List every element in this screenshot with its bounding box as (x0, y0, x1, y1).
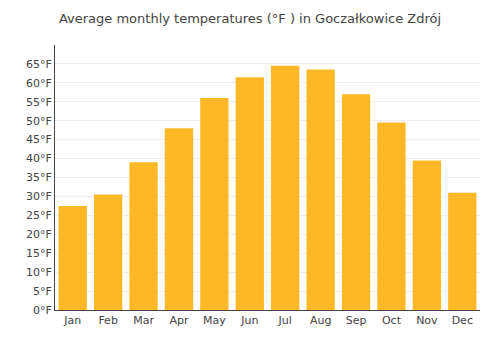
svg-text:Dec: Dec (452, 314, 473, 327)
svg-text:20°F: 20°F (26, 228, 52, 241)
svg-text:Oct: Oct (382, 314, 402, 327)
svg-text:Aug: Aug (310, 314, 331, 327)
svg-text:Jan: Jan (63, 314, 81, 327)
svg-text:40°F: 40°F (26, 152, 52, 165)
svg-text:25°F: 25°F (26, 209, 52, 222)
svg-text:0°F: 0°F (33, 304, 52, 317)
svg-text:Sep: Sep (346, 314, 367, 327)
svg-text:May: May (203, 314, 226, 327)
svg-text:5°F: 5°F (33, 285, 52, 298)
svg-text:Jun: Jun (240, 314, 258, 327)
svg-text:55°F: 55°F (26, 96, 52, 109)
svg-text:65°F: 65°F (26, 58, 52, 71)
svg-text:30°F: 30°F (26, 190, 52, 203)
svg-text:Apr: Apr (169, 314, 189, 327)
svg-text:45°F: 45°F (26, 133, 52, 146)
svg-text:Nov: Nov (416, 314, 438, 327)
svg-text:Jul: Jul (278, 314, 292, 327)
svg-text:35°F: 35°F (26, 171, 52, 184)
svg-text:10°F: 10°F (26, 266, 52, 279)
svg-text:60°F: 60°F (26, 77, 52, 90)
svg-text:50°F: 50°F (26, 115, 52, 128)
svg-text:Mar: Mar (133, 314, 154, 327)
svg-text:Average monthly temperatures (: Average monthly temperatures (°F ) in Go… (59, 11, 441, 26)
svg-text:15°F: 15°F (26, 247, 52, 260)
svg-text:Feb: Feb (98, 314, 117, 327)
